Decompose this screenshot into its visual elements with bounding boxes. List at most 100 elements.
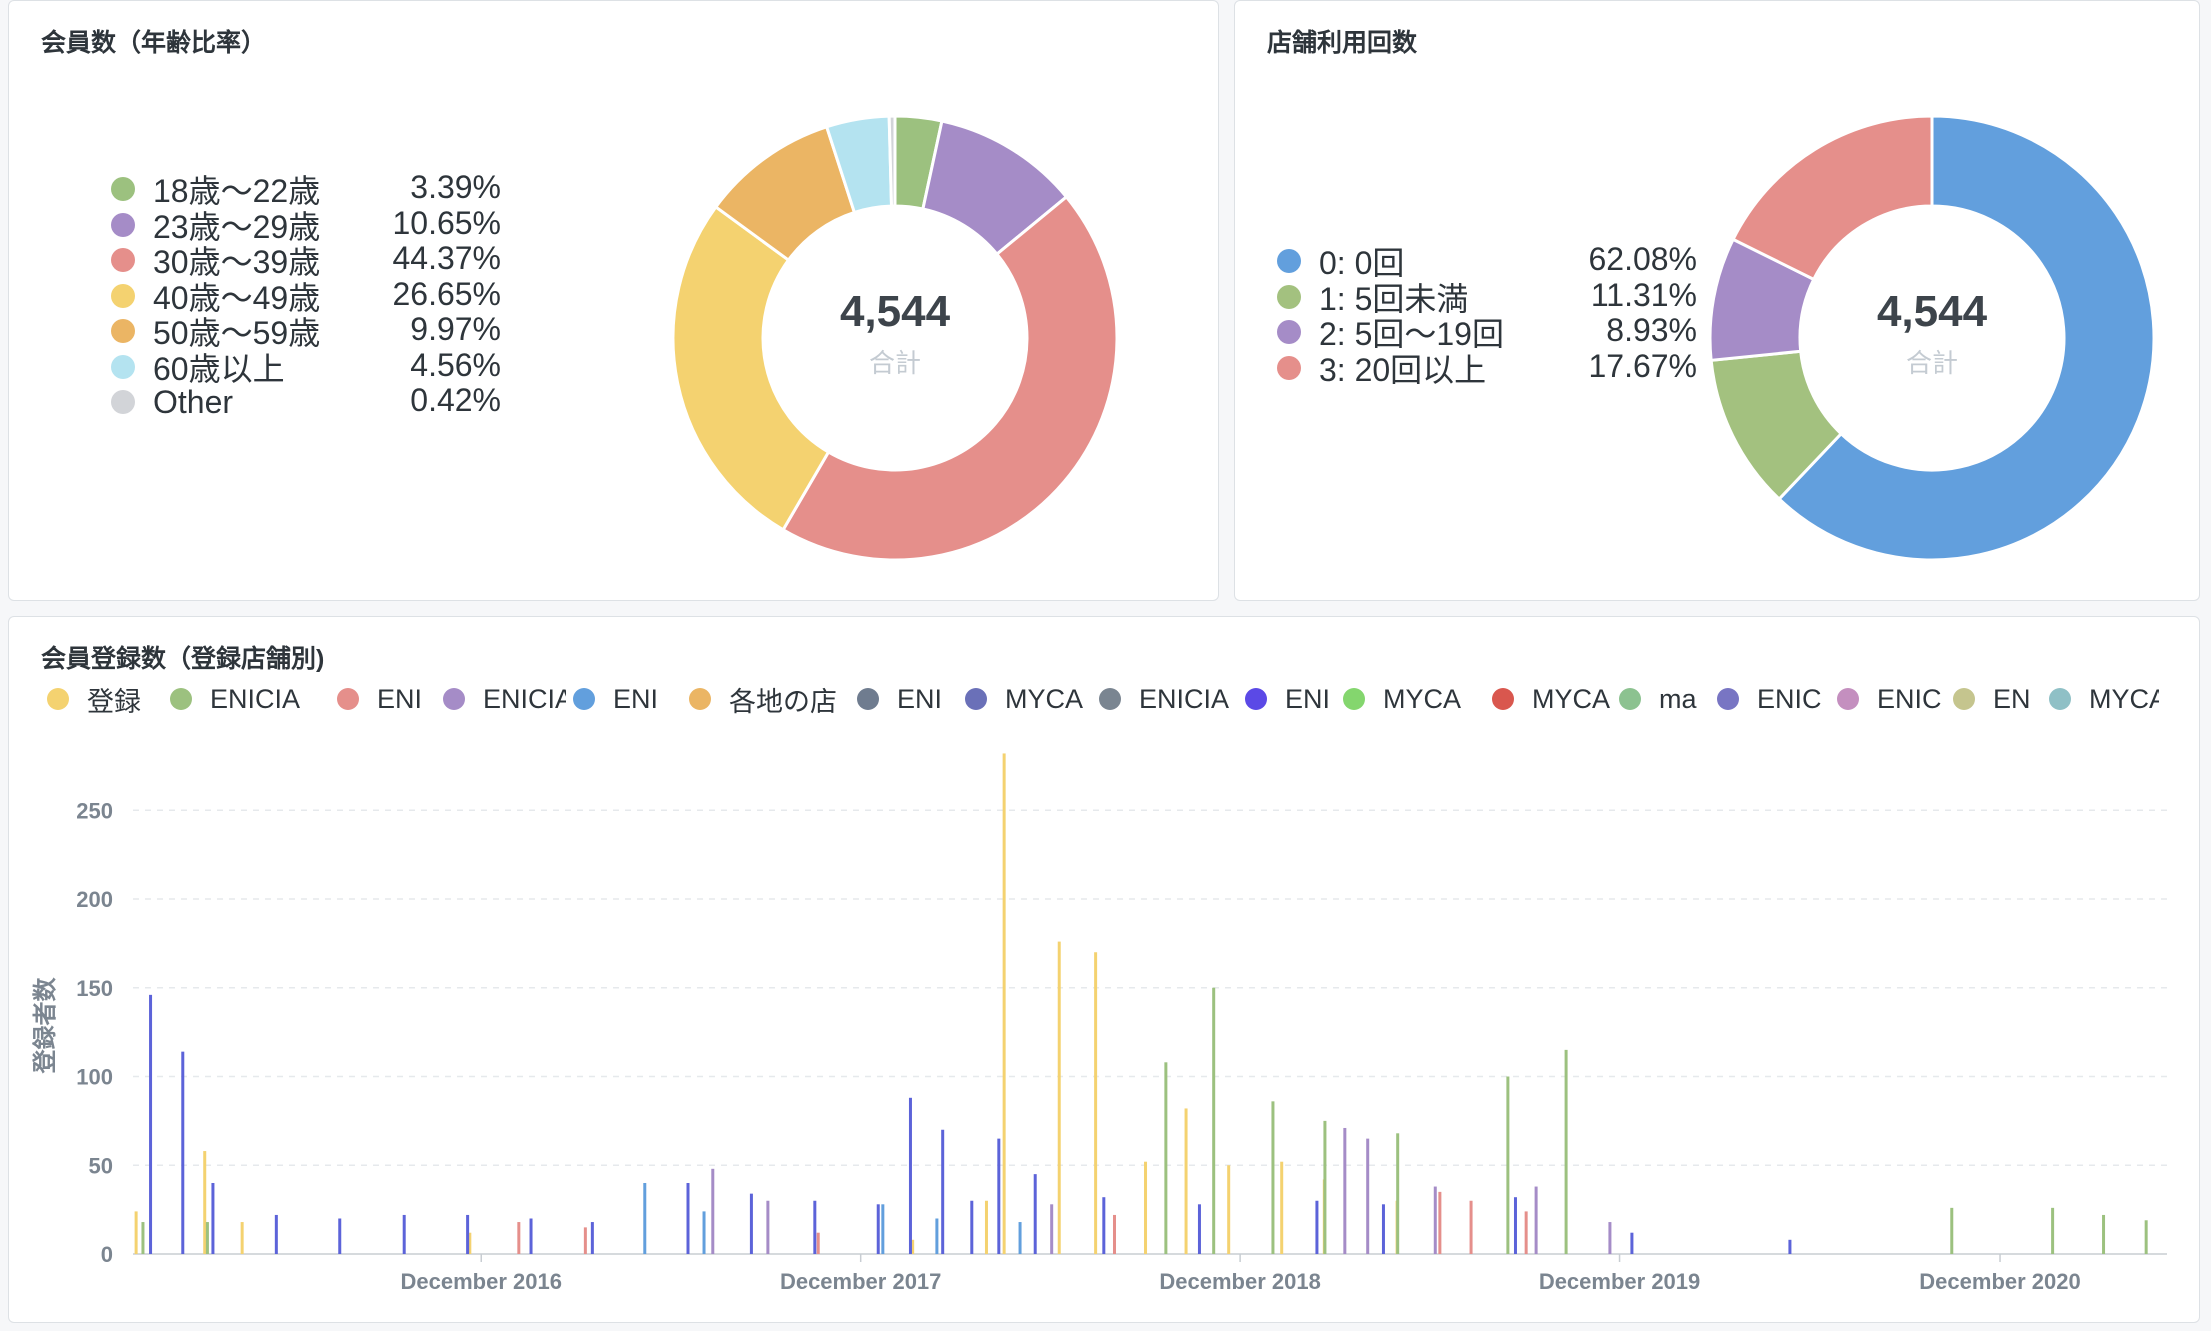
bar[interactable] <box>590 1222 594 1254</box>
bar[interactable] <box>911 1239 915 1254</box>
donut-slice-Other[interactable] <box>887 114 897 208</box>
bar[interactable] <box>1112 1214 1116 1254</box>
bar[interactable] <box>1381 1204 1385 1254</box>
bar[interactable] <box>766 1200 770 1254</box>
legend-item[interactable]: 2: 5回〜19回 <box>1277 312 1504 352</box>
reg-legend-item[interactable]: 登録 <box>47 677 162 721</box>
bar[interactable] <box>402 1214 406 1254</box>
legend-item[interactable]: 1: 5回未満 <box>1277 277 1468 317</box>
bar[interactable] <box>1343 1127 1347 1254</box>
bar[interactable] <box>1564 1049 1568 1254</box>
bar[interactable] <box>1433 1186 1437 1254</box>
bar[interactable] <box>908 1097 912 1254</box>
reg-legend-item[interactable]: MYCA <box>1492 677 1610 721</box>
bar[interactable] <box>643 1183 647 1254</box>
bar[interactable] <box>205 1222 209 1254</box>
bar[interactable] <box>1608 1222 1612 1254</box>
bar[interactable] <box>1018 1222 1022 1254</box>
bar[interactable] <box>1094 952 1098 1254</box>
bar[interactable] <box>702 1211 706 1254</box>
bar[interactable] <box>1396 1133 1400 1254</box>
bar[interactable] <box>813 1200 817 1254</box>
bar[interactable] <box>1524 1211 1528 1254</box>
bar[interactable] <box>466 1214 470 1254</box>
bar[interactable] <box>134 1211 138 1254</box>
reg-legend-item[interactable]: ENICIA <box>170 677 330 721</box>
legend-item[interactable]: 0: 0回 <box>1277 241 1404 281</box>
bar[interactable] <box>1271 1101 1275 1254</box>
bar[interactable] <box>970 1200 974 1254</box>
bar[interactable] <box>1788 1239 1792 1254</box>
bar[interactable] <box>1323 1120 1327 1254</box>
bar[interactable] <box>816 1232 820 1254</box>
reg-legend-item[interactable]: ENI <box>1245 677 1335 721</box>
bar[interactable] <box>1033 1174 1037 1254</box>
bar[interactable] <box>1144 1161 1148 1254</box>
bar[interactable] <box>1534 1186 1538 1254</box>
legend-item[interactable]: 40歳〜49歳 <box>111 276 320 316</box>
bar[interactable] <box>1057 941 1061 1254</box>
bar[interactable] <box>1438 1191 1442 1254</box>
bar[interactable] <box>1950 1207 1954 1254</box>
donut-slice-30歳〜39歳[interactable] <box>781 194 1119 562</box>
bar[interactable] <box>1469 1200 1473 1254</box>
bar[interactable] <box>1164 1062 1168 1254</box>
reg-legend-item[interactable]: 各地の店 <box>689 677 849 721</box>
bar[interactable] <box>517 1222 521 1254</box>
bar[interactable] <box>583 1227 587 1254</box>
legend-item[interactable]: Other <box>111 382 233 422</box>
reg-legend-item[interactable]: MYCA <box>2049 677 2159 721</box>
reg-legend-item[interactable]: ENICIA <box>1099 677 1237 721</box>
bar[interactable] <box>711 1168 715 1254</box>
bar[interactable] <box>1184 1108 1188 1254</box>
legend-item[interactable]: 60歳以上 <box>111 347 285 387</box>
bar[interactable] <box>1366 1138 1370 1254</box>
reg-legend-item[interactable]: ENIC <box>1837 677 1945 721</box>
bar[interactable] <box>141 1222 145 1254</box>
legend-item[interactable]: 3: 20回以上 <box>1277 348 1486 388</box>
bar[interactable] <box>881 1204 885 1254</box>
bar[interactable] <box>686 1183 690 1254</box>
reg-legend-item[interactable]: MYCA <box>1343 677 1483 721</box>
bar[interactable] <box>211 1183 215 1254</box>
legend-item[interactable]: 23歳〜29歳 <box>111 205 320 245</box>
reg-legend-item[interactable]: ENICIA <box>443 677 566 721</box>
bar[interactable] <box>876 1204 880 1254</box>
reg-legend-item[interactable]: ENI <box>573 677 681 721</box>
legend-item[interactable]: 50歳〜59歳 <box>111 311 320 351</box>
bar[interactable] <box>468 1232 472 1254</box>
bar[interactable] <box>2051 1207 2055 1254</box>
bar[interactable] <box>203 1151 207 1254</box>
bar[interactable] <box>1630 1232 1634 1254</box>
bar[interactable] <box>1050 1204 1054 1254</box>
bar[interactable] <box>338 1218 342 1255</box>
bar[interactable] <box>941 1129 945 1254</box>
bar[interactable] <box>529 1218 533 1255</box>
bar[interactable] <box>274 1214 278 1254</box>
donut-slice-3: 20回以上[interactable] <box>1731 114 1934 282</box>
reg-legend-item[interactable]: EN <box>1953 677 2043 721</box>
bar[interactable] <box>1315 1200 1319 1254</box>
legend-item[interactable]: 30歳〜39歳 <box>111 240 320 280</box>
reg-legend-item[interactable]: ENI <box>857 677 957 721</box>
donut-slice-40歳〜49歳[interactable] <box>671 204 831 532</box>
legend-item[interactable]: 18歳〜22歳 <box>111 169 320 209</box>
bar[interactable] <box>749 1193 753 1254</box>
bar[interactable] <box>1513 1197 1517 1254</box>
reg-legend-item[interactable]: MYCA <box>965 677 1091 721</box>
bar[interactable] <box>997 1138 1001 1254</box>
bar[interactable] <box>181 1051 185 1254</box>
bar[interactable] <box>149 994 153 1254</box>
bar[interactable] <box>984 1200 988 1254</box>
bar[interactable] <box>1002 753 1006 1254</box>
bar[interactable] <box>2144 1220 2148 1254</box>
bar[interactable] <box>2102 1214 2106 1254</box>
bar[interactable] <box>240 1222 244 1254</box>
bar[interactable] <box>935 1218 939 1255</box>
reg-legend-item[interactable]: ENIC <box>1717 677 1829 721</box>
bar[interactable] <box>1280 1161 1284 1254</box>
reg-legend-item[interactable]: ma <box>1619 677 1714 721</box>
bar[interactable] <box>1197 1204 1201 1254</box>
bar[interactable] <box>1227 1165 1231 1254</box>
bar[interactable] <box>1102 1197 1106 1254</box>
